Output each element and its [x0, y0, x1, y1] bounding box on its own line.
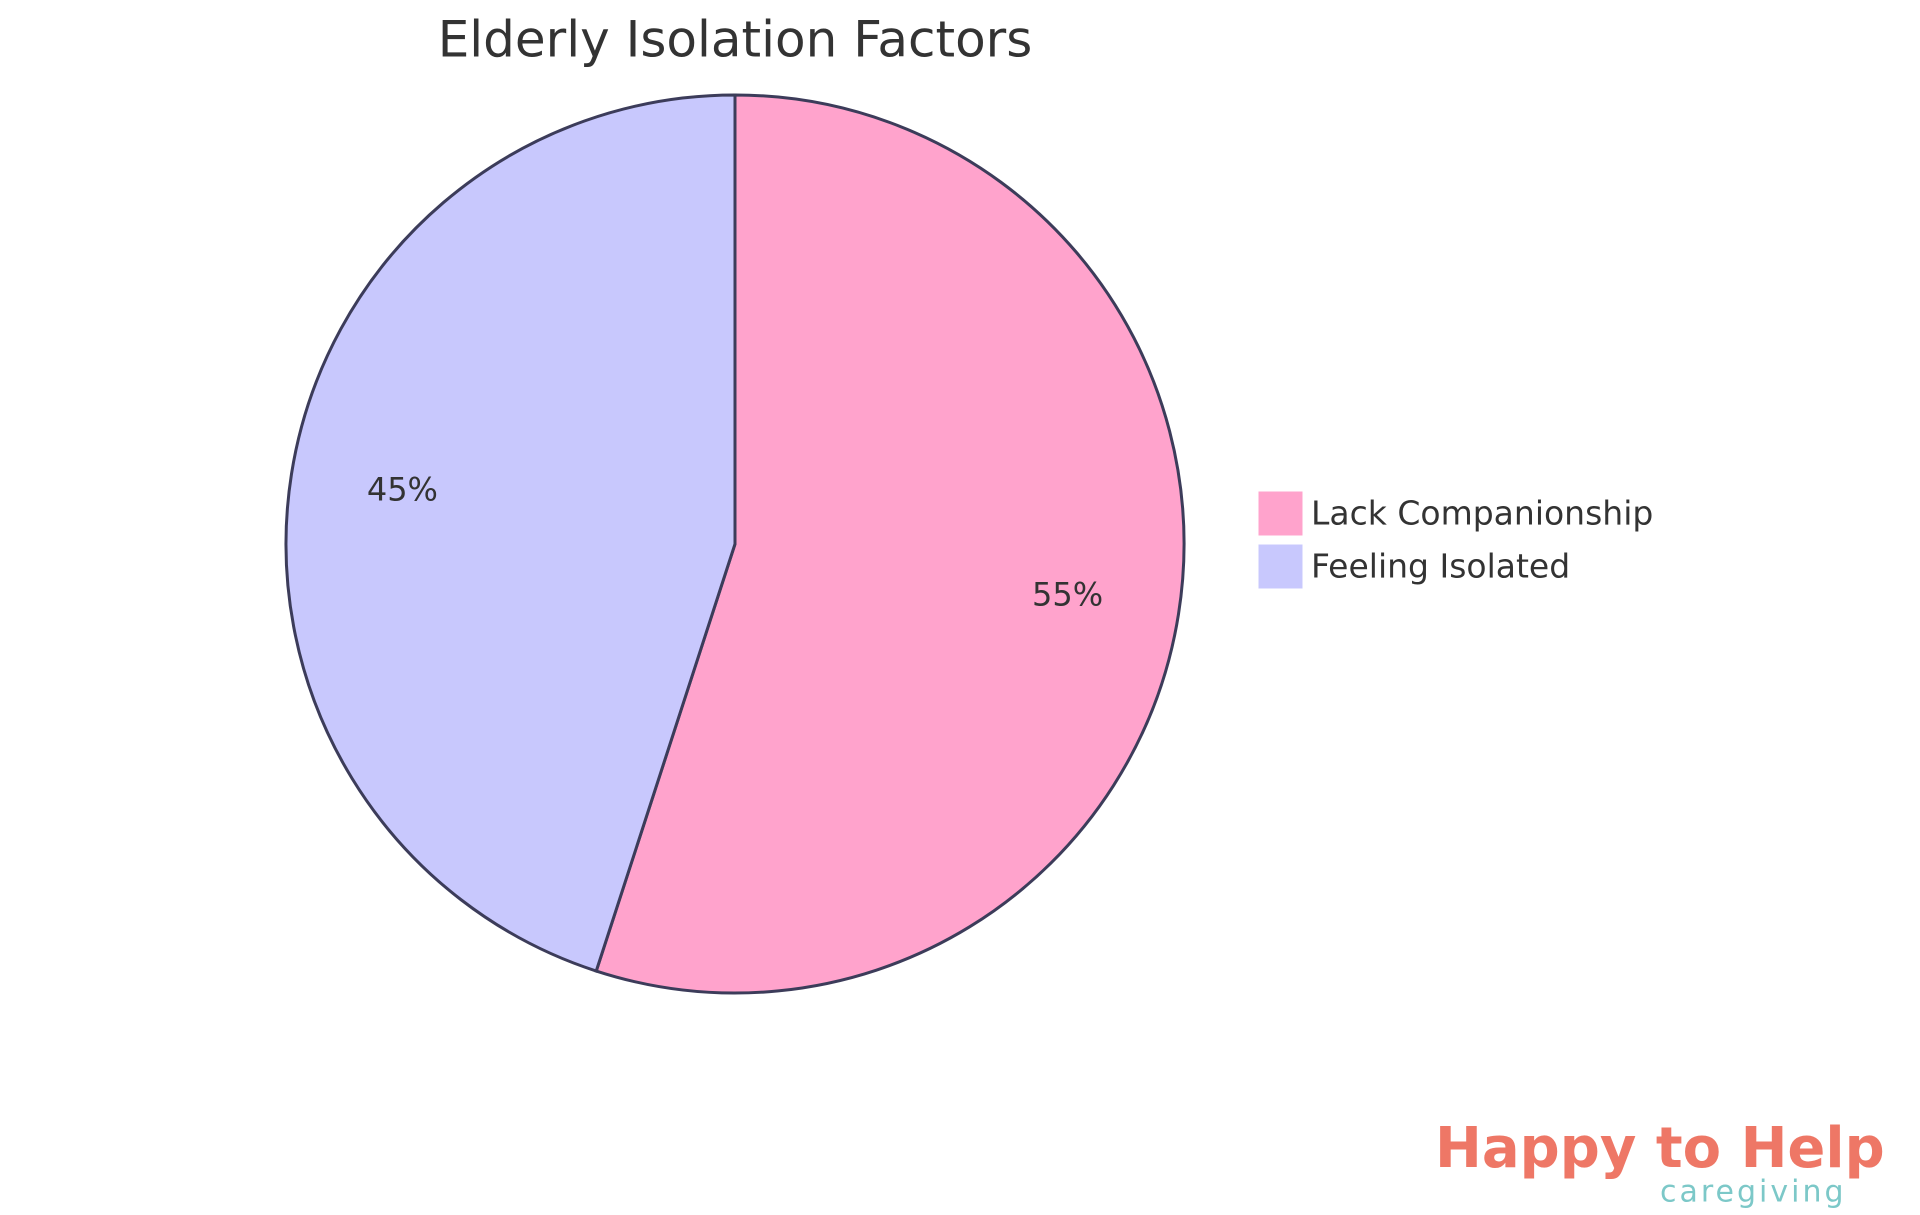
slice-label: 55%	[1032, 576, 1103, 614]
chart-title: Elderly Isolation Factors	[438, 11, 1033, 69]
legend-swatch	[1257, 490, 1304, 537]
legend-swatch	[1257, 543, 1304, 590]
legend-label: Lack Companionship	[1311, 494, 1653, 533]
logo-tagline: caregiving	[1660, 1175, 1847, 1210]
slice-label: 45%	[367, 470, 438, 508]
pie-slice	[594, 93, 1186, 995]
pie-slice	[284, 93, 737, 973]
legend-label: Feeling Isolated	[1311, 547, 1570, 586]
logo-name: Happy to Help	[1435, 1116, 1885, 1181]
